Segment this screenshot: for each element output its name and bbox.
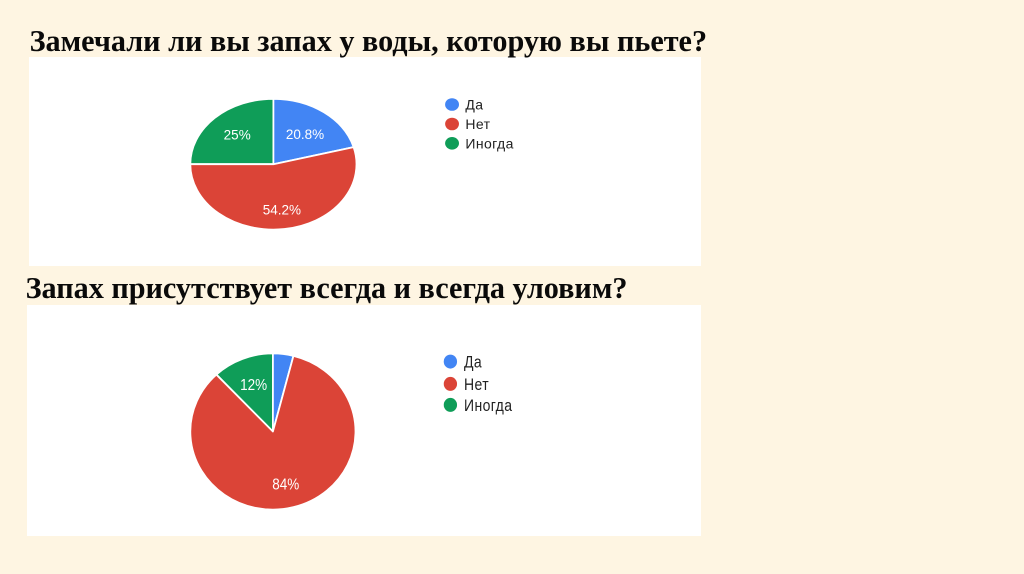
svg-text:Иногда: Иногда <box>464 397 512 415</box>
svg-text:84%: 84% <box>272 476 299 493</box>
svg-text:25%: 25% <box>224 128 251 143</box>
svg-text:20.8%: 20.8% <box>286 127 324 142</box>
svg-text:Да: Да <box>464 354 482 372</box>
svg-text:Нет: Нет <box>465 116 490 132</box>
svg-text:Нет: Нет <box>464 376 489 394</box>
svg-text:54.2%: 54.2% <box>263 202 301 217</box>
svg-text:12%: 12% <box>240 377 267 394</box>
svg-text:Да: Да <box>465 97 483 113</box>
svg-text:Иногда: Иногда <box>465 135 513 151</box>
